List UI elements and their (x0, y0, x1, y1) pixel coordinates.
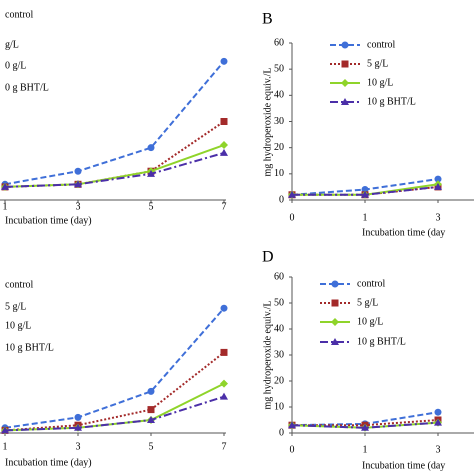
y-tick-label: 10 (274, 168, 284, 179)
y-tick-label: 30 (274, 349, 284, 360)
marker (331, 299, 339, 307)
x-tick-label: 1 (3, 441, 8, 452)
legend-label: control (5, 279, 34, 290)
x-tick-label: 7 (222, 201, 227, 212)
y-tick-label: 10 (274, 401, 284, 412)
x-axis-label: Incubation time (day) (5, 215, 92, 226)
x-axis-label: Incubation time (day (362, 460, 445, 471)
marker (220, 392, 228, 400)
series-line (4, 395, 225, 432)
marker (434, 408, 442, 416)
marker (1, 426, 9, 434)
legend-label: 0 g BHT/L (5, 82, 49, 93)
marker (341, 41, 349, 49)
x-tick-label: 1 (363, 212, 368, 223)
y-axis-label: mg hydroperoxide equiv./L (262, 300, 273, 409)
marker (147, 406, 155, 414)
legend-label: 5 g/L (357, 297, 378, 308)
series-line (4, 307, 225, 429)
x-tick-label: 7 (222, 441, 227, 452)
marker (434, 418, 442, 426)
legend-label: g/L (5, 39, 19, 50)
marker (220, 304, 228, 312)
marker (220, 348, 228, 356)
marker (361, 190, 369, 198)
legend-label: 10 g/L (367, 77, 393, 88)
marker (331, 280, 339, 288)
marker (74, 413, 82, 421)
series-line (4, 151, 225, 188)
x-axis-label: Incubation time (day) (5, 457, 92, 468)
x-tick-label: 3 (76, 441, 81, 452)
panel-label: D (262, 249, 274, 266)
legend-label: control (357, 278, 386, 289)
marker (147, 387, 155, 395)
marker (147, 416, 155, 423)
x-tick-label: 1 (3, 201, 8, 212)
legend-label: 10 g BHT/L (367, 96, 416, 107)
y-tick-label: 20 (274, 375, 284, 386)
marker (288, 190, 296, 198)
marker (434, 182, 442, 190)
legend-label: control (367, 39, 396, 50)
y-tick-label: 60 (274, 271, 284, 282)
legend-label: 10 g BHT/L (357, 336, 406, 347)
marker (74, 167, 82, 175)
marker (220, 57, 228, 65)
marker (341, 79, 349, 87)
legend-label: 10 g BHT/L (5, 342, 54, 353)
x-tick-label: 5 (149, 441, 154, 452)
marker (220, 141, 228, 150)
marker (74, 423, 82, 431)
marker (74, 180, 82, 188)
legend-label: 10 g/L (5, 320, 31, 331)
panel-label: B (262, 11, 273, 28)
marker (434, 175, 442, 183)
y-tick-label: 60 (274, 37, 284, 48)
x-tick-label: 1 (363, 444, 368, 455)
marker (331, 318, 339, 326)
y-tick-label: 40 (274, 323, 284, 334)
y-tick-label: 50 (274, 297, 284, 308)
x-tick-label: 3 (436, 212, 441, 223)
marker (220, 118, 228, 125)
y-tick-label: 20 (274, 142, 284, 153)
marker (331, 338, 339, 345)
legend-label: 10 g/L (357, 316, 383, 327)
y-axis-label: mg hydroperoxide equiv./L (262, 67, 273, 176)
marker (220, 148, 228, 156)
x-tick-label: 5 (149, 201, 154, 212)
series-line (4, 60, 225, 186)
marker (147, 169, 155, 177)
x-tick-label: 3 (436, 444, 441, 455)
legend-label: control (5, 9, 34, 20)
marker (341, 98, 349, 105)
x-tick-label: 3 (76, 201, 81, 212)
series-line (4, 144, 225, 188)
y-tick-label: 0 (279, 427, 284, 438)
x-axis-label: Incubation time (day (362, 227, 445, 238)
x-tick-label: 0 (290, 212, 295, 223)
marker (341, 60, 349, 68)
marker (147, 144, 155, 152)
y-tick-label: 0 (279, 194, 284, 205)
y-tick-label: 30 (274, 116, 284, 127)
y-tick-label: 50 (274, 63, 284, 74)
series-line (4, 351, 225, 432)
marker (1, 182, 9, 190)
marker (288, 421, 296, 429)
legend-label: 0 g/L (5, 60, 26, 71)
marker (220, 379, 228, 388)
x-tick-label: 0 (290, 444, 295, 455)
marker (361, 423, 369, 431)
legend-label: 5 g/L (5, 301, 26, 312)
y-tick-label: 40 (274, 90, 284, 101)
legend-label: 5 g/L (367, 58, 388, 69)
